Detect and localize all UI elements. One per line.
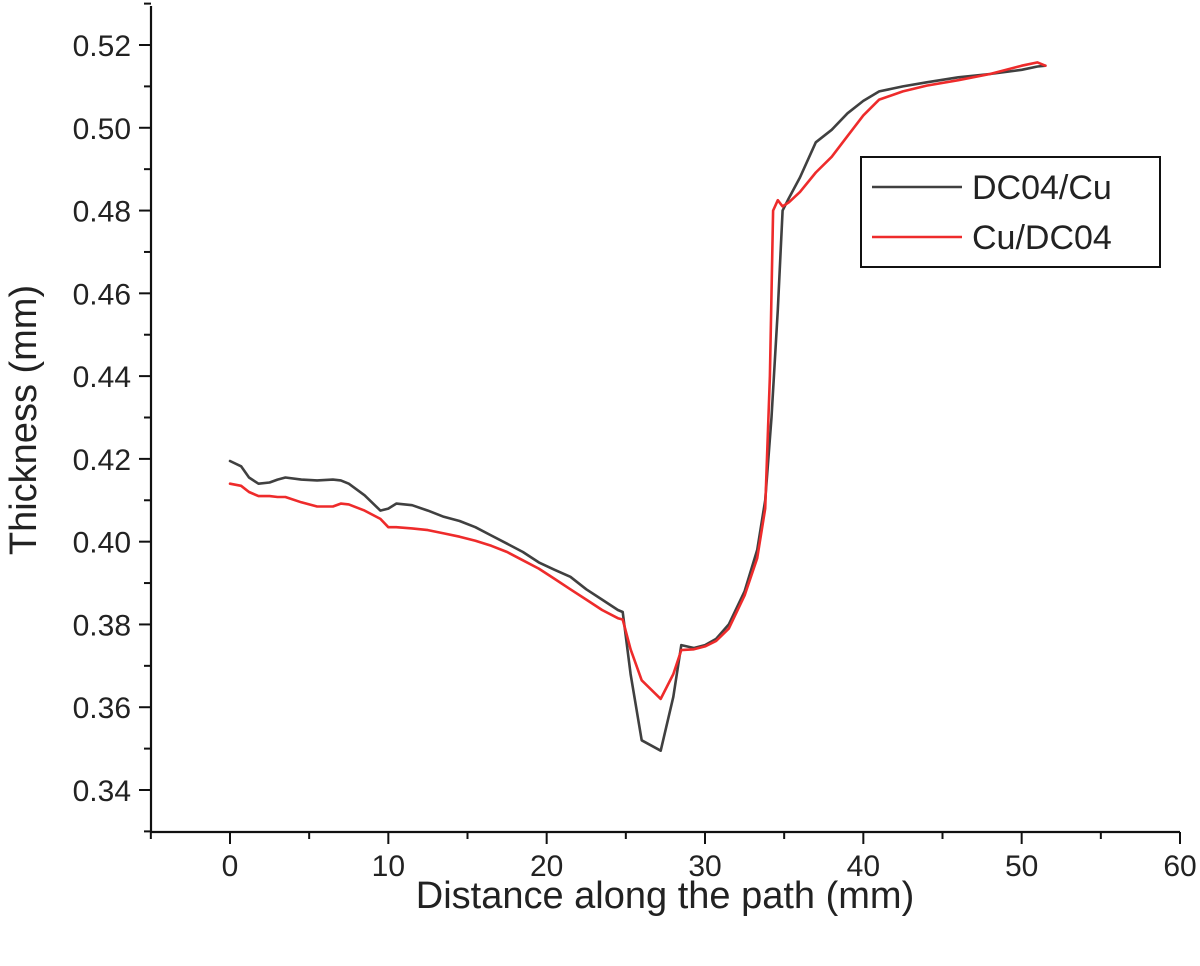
y-tick-label: 0.34 [73,775,131,808]
x-tick-label: 30 [688,850,721,883]
y-tick-label: 0.50 [73,113,131,146]
y-tick-label: 0.38 [73,609,131,642]
x-tick-label: 20 [530,850,563,883]
x-tick-label: 10 [372,850,405,883]
x-tick-label: 40 [847,850,880,883]
y-tick-label: 0.36 [73,692,131,725]
y-axis-title: Thickness (mm) [3,285,45,555]
y-tick-label: 0.52 [73,30,131,63]
series-line-dc04-cu [228,64,1047,753]
y-tick-label: 0.48 [73,196,131,229]
legend-box [860,156,1161,268]
legend-label-dc04-cu: DC04/Cu [972,169,1112,207]
y-tick-label: 0.46 [73,278,131,311]
x-tick-label: 60 [1163,850,1196,883]
y-tick-label: 0.44 [73,361,131,394]
x-tick-label: 0 [222,850,239,883]
legend-label-cu-dc04: Cu/DC04 [972,219,1112,257]
series-line-cu-dc04 [228,61,1047,701]
axes [149,6,1180,834]
x-tick-label: 50 [1005,850,1038,883]
y-tick-label: 0.40 [73,527,131,560]
legend: DC04/Cu Cu/DC04 [860,156,1161,268]
ticks: 0 10 20 30 40 50 60 0.34 0.36 0.38 0.40 0.42 0.44 0.4… [73,2,1197,883]
series-lines [228,61,1047,753]
y-tick-label: 0.42 [73,444,131,477]
x-axis-title: Distance along the path (mm) [416,875,914,917]
